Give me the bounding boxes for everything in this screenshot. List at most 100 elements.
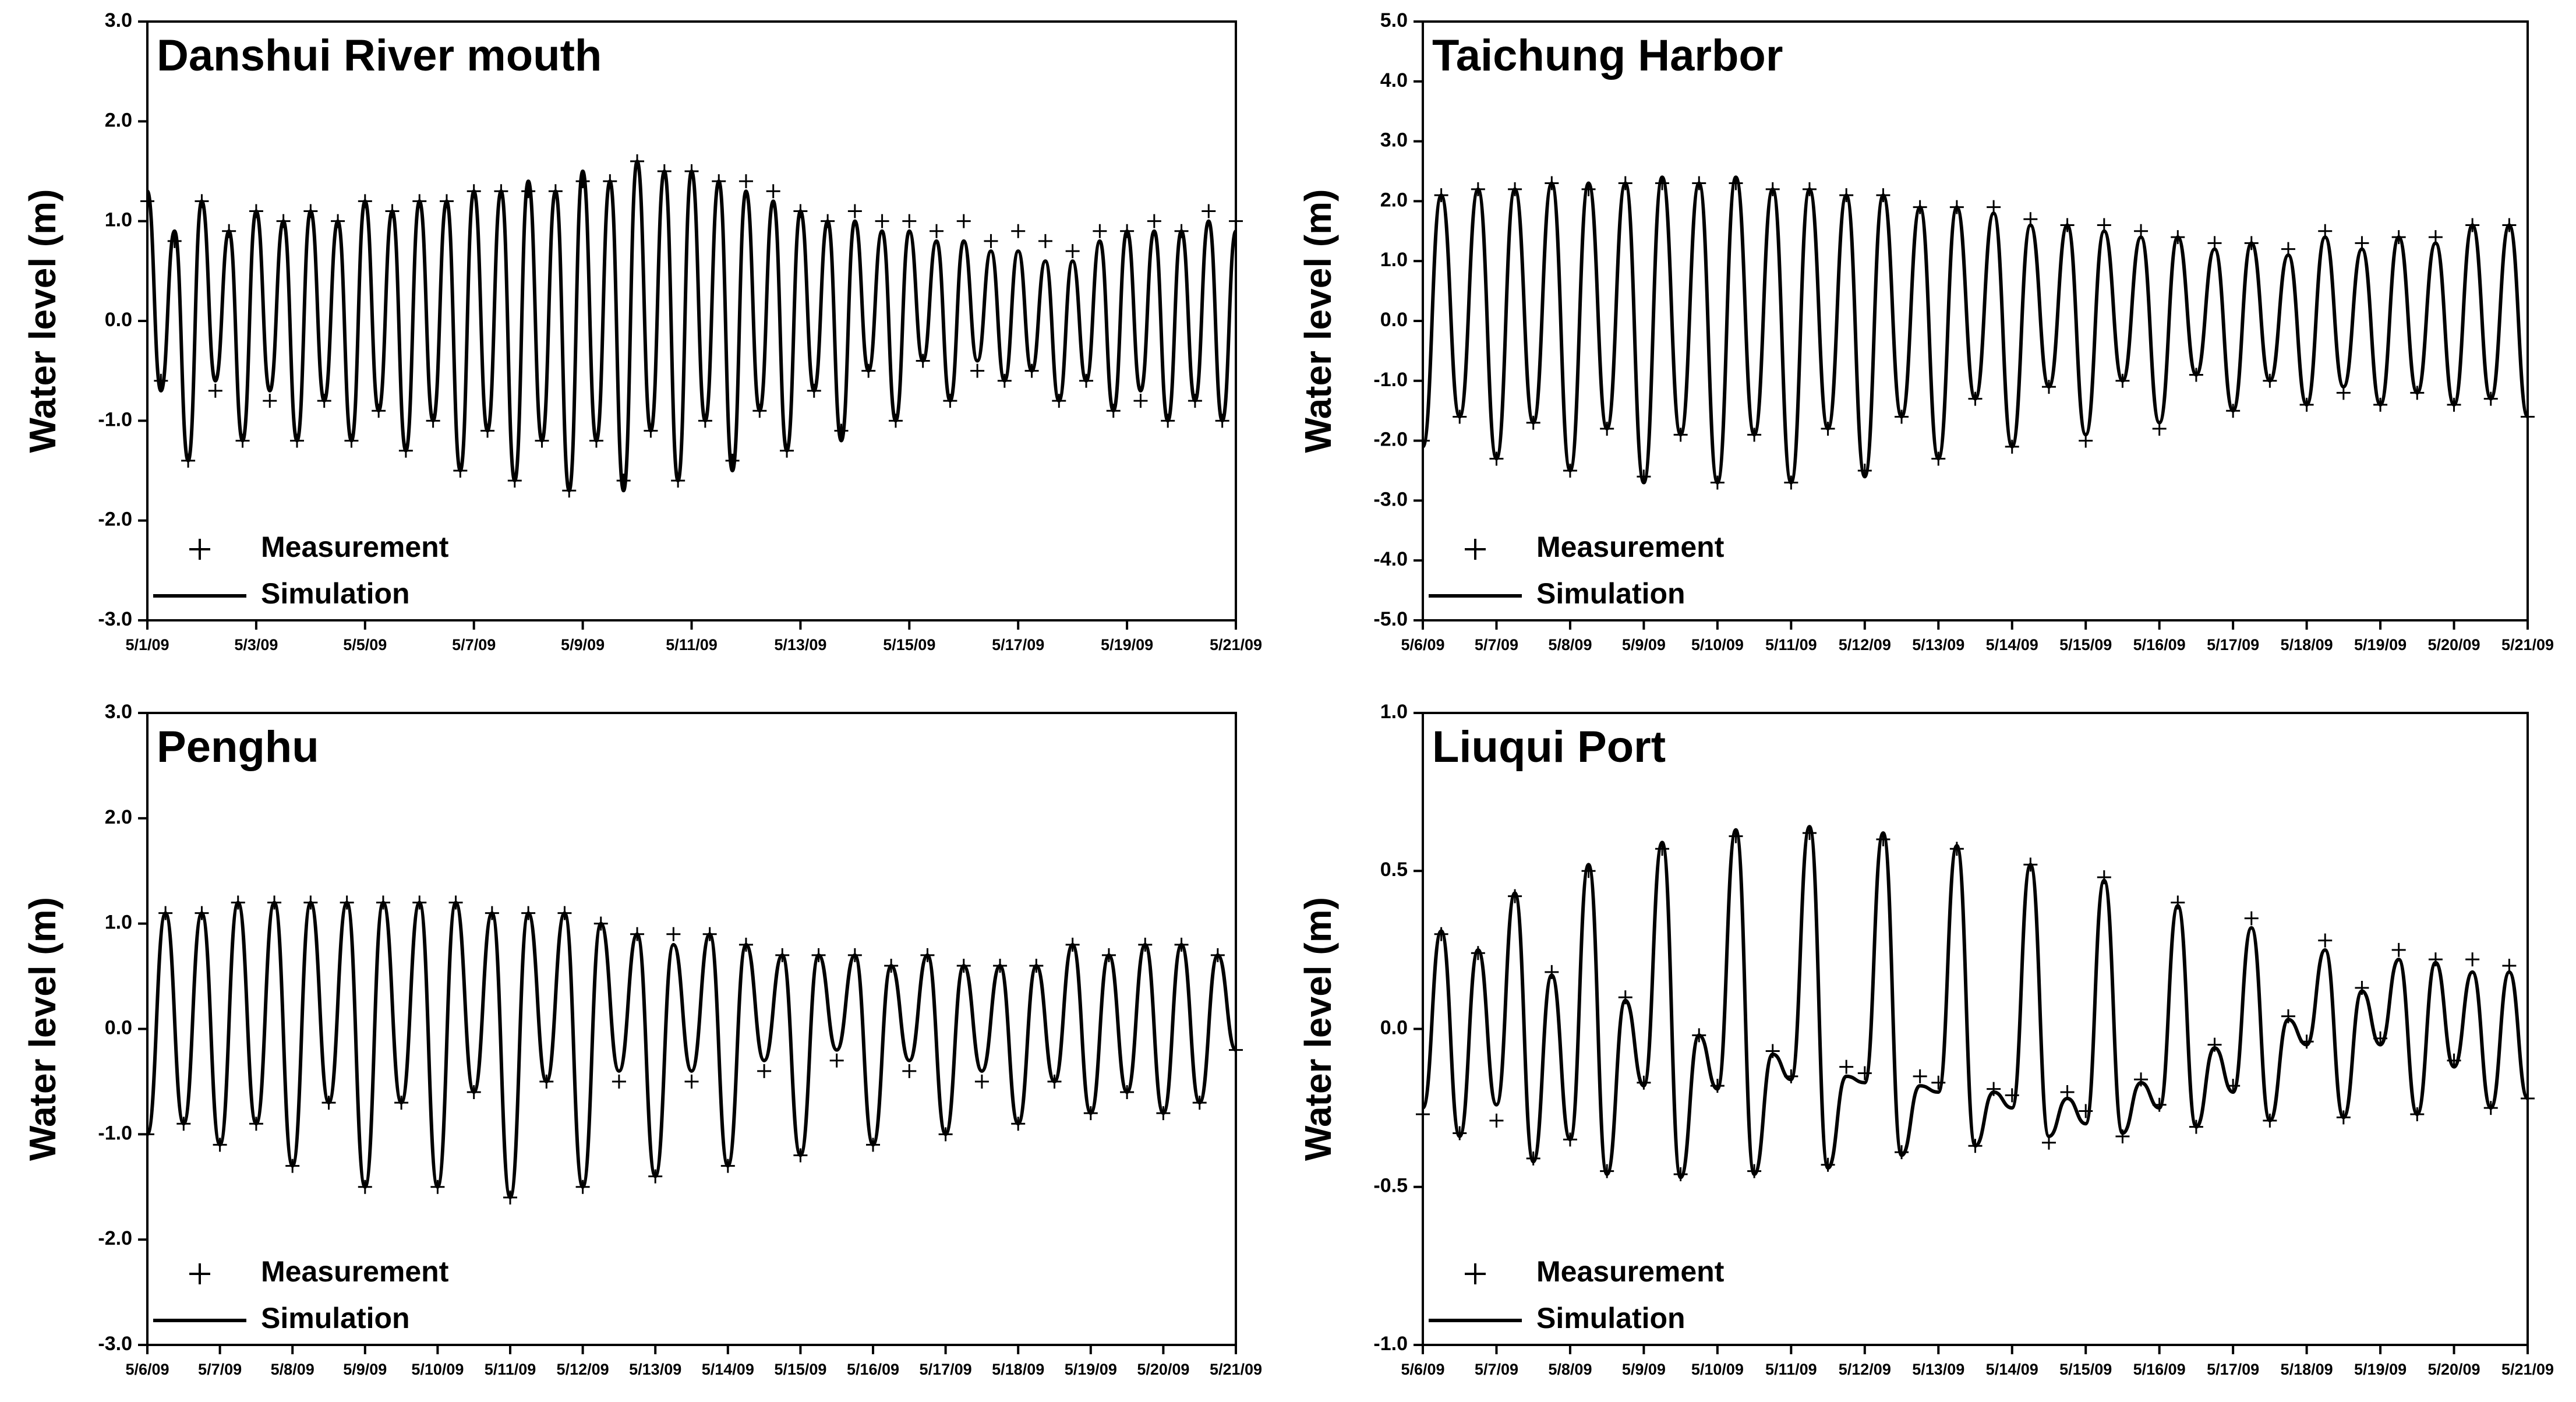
x-tick-label: 5/18/09 — [2281, 636, 2333, 654]
y-tick-label: -1.0 — [98, 1122, 132, 1144]
measurement-marker — [575, 174, 590, 189]
y-tick-label: 4.0 — [1380, 69, 1408, 91]
x-tick-label: 5/17/09 — [992, 636, 1044, 654]
simulation-line — [1421, 175, 2529, 485]
measurement-marker — [1913, 1069, 1927, 1083]
legend-marker — [189, 539, 210, 560]
y-tick-label: 1.0 — [105, 209, 132, 231]
x-tick-label: 5/21/09 — [1210, 1361, 1262, 1378]
x-tick-label: 5/14/09 — [1986, 1361, 2038, 1378]
legend-label: Simulation — [1536, 577, 1685, 610]
legend-label: Simulation — [261, 1302, 410, 1334]
y-tick-label: 0.5 — [1380, 859, 1408, 881]
measurement-marker — [902, 1064, 917, 1078]
measurement-marker — [1065, 244, 1080, 259]
y-tick-label: -4.0 — [1373, 548, 1408, 570]
y-tick-label: 2.0 — [1380, 189, 1408, 211]
x-tick-label: 5/15/09 — [2059, 1361, 2112, 1378]
y-tick-label: 0.0 — [1380, 1016, 1408, 1039]
measurement-marker — [2465, 952, 2480, 967]
measurement-marker — [616, 474, 631, 488]
y-tick-label: 3.0 — [1380, 129, 1408, 151]
x-tick-label: 5/10/09 — [411, 1361, 464, 1378]
x-tick-label: 5/19/09 — [2354, 636, 2407, 654]
x-tick-label: 5/8/09 — [271, 1361, 315, 1378]
y-axis-label: Water level (m) — [1297, 189, 1339, 453]
x-tick-label: 5/7/09 — [198, 1361, 242, 1378]
legend-label: Measurement — [261, 1255, 449, 1288]
measurement-marker — [834, 423, 849, 438]
x-tick-label: 5/18/09 — [992, 1361, 1044, 1378]
x-tick-label: 5/7/09 — [1475, 636, 1518, 654]
x-tick-label: 5/17/09 — [920, 1361, 972, 1378]
measurement-marker — [757, 1064, 772, 1078]
x-tick-label: 5/5/09 — [343, 636, 387, 654]
y-tick-label: 0.0 — [1380, 309, 1408, 331]
y-tick-label: 3.0 — [105, 9, 132, 31]
chart-title: Penghu — [157, 722, 319, 772]
x-tick-label: 5/6/09 — [1401, 636, 1444, 654]
measurement-marker — [1202, 204, 1216, 218]
measurement-marker — [666, 927, 681, 941]
x-tick-label: 5/9/09 — [1622, 636, 1666, 654]
x-tick-label: 5/15/09 — [883, 636, 935, 654]
x-tick-label: 5/20/09 — [1137, 1361, 1189, 1378]
measurement-marker — [1093, 224, 1107, 238]
x-tick-label: 5/11/09 — [666, 636, 718, 654]
legend-marker — [1465, 539, 1486, 560]
x-tick-label: 5/10/09 — [1691, 636, 1744, 654]
measurement-marker — [984, 234, 998, 248]
measurement-marker — [766, 184, 780, 199]
y-tick-label: -3.0 — [98, 1333, 132, 1355]
x-tick-label: 5/21/09 — [2501, 636, 2554, 654]
measurement-marker — [1147, 214, 1161, 228]
simulation-line — [146, 900, 1238, 1199]
x-tick-label: 5/13/09 — [1912, 636, 1964, 654]
x-tick-label: 5/12/09 — [557, 1361, 609, 1378]
measurement-marker — [140, 194, 154, 209]
y-tick-label: -1.0 — [1373, 369, 1408, 391]
measurement-marker — [974, 1074, 989, 1089]
measurement-marker — [1489, 1113, 1504, 1128]
y-tick-label: -5.0 — [1373, 608, 1408, 630]
x-tick-label: 5/7/09 — [452, 636, 496, 654]
chart-title: Taichung Harbor — [1432, 31, 1783, 80]
x-tick-label: 5/19/09 — [1065, 1361, 1117, 1378]
chart-title: Liuqui Port — [1432, 722, 1666, 772]
x-tick-label: 5/15/09 — [774, 1361, 826, 1378]
x-tick-label: 5/11/09 — [485, 1361, 536, 1378]
x-tick-label: 5/17/09 — [2207, 1361, 2259, 1378]
x-tick-label: 5/12/09 — [1839, 1361, 1891, 1378]
legend-marker — [1465, 1263, 1486, 1284]
y-tick-label: 0.0 — [105, 1016, 132, 1039]
measurement-marker — [875, 214, 889, 228]
y-tick-label: 2.0 — [105, 806, 132, 828]
simulation-line — [1421, 825, 2529, 1179]
x-tick-label: 5/6/09 — [1401, 1361, 1444, 1378]
x-tick-label: 5/16/09 — [2133, 1361, 2186, 1378]
measurement-marker — [1011, 224, 1026, 238]
measurement-marker — [847, 204, 862, 218]
plot-frame — [146, 712, 1237, 1346]
legend-label: Measurement — [1536, 1255, 1725, 1288]
measurement-marker — [2318, 933, 2333, 948]
x-tick-label: 5/8/09 — [1548, 636, 1592, 654]
x-tick-label: 5/21/09 — [2501, 1361, 2554, 1378]
x-tick-label: 5/9/09 — [1622, 1361, 1666, 1378]
legend-label: Measurement — [1536, 531, 1725, 563]
measurement-marker — [902, 214, 917, 228]
y-tick-label: -2.0 — [98, 1227, 132, 1249]
x-tick-label: 5/6/09 — [125, 1361, 169, 1378]
measurement-marker — [1133, 394, 1148, 408]
plot-frame — [1422, 712, 2529, 1346]
y-tick-label: -2.0 — [98, 508, 132, 531]
x-tick-label: 5/16/09 — [847, 1361, 899, 1378]
measurement-marker — [738, 174, 753, 189]
x-tick-label: 5/19/09 — [2354, 1361, 2407, 1378]
measurement-marker — [1857, 1066, 1872, 1080]
y-tick-label: 5.0 — [1380, 9, 1408, 31]
measurement-marker — [1839, 1060, 1854, 1074]
measurement-marker — [2391, 942, 2406, 957]
y-axis-label: Water level (m) — [22, 189, 63, 453]
y-tick-label: 1.0 — [1380, 701, 1408, 723]
